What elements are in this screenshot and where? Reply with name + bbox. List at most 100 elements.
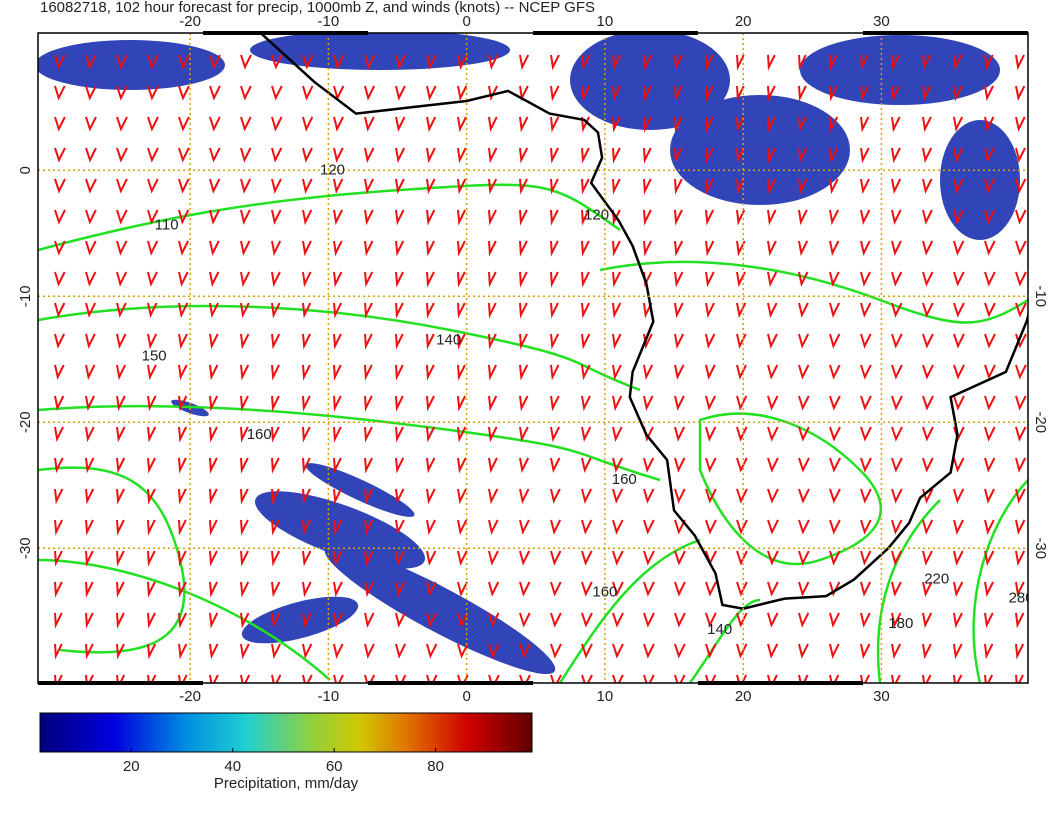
wind-barb [860, 612, 871, 628]
wind-barb [364, 271, 374, 288]
wind-barb [457, 581, 468, 597]
wind-barb [984, 271, 996, 287]
wind-barb [457, 302, 466, 319]
wind-barb [767, 581, 779, 597]
wind-barb [519, 643, 531, 659]
wind-barb [550, 302, 559, 319]
wind-barb [333, 395, 342, 412]
wind-barb [178, 364, 188, 381]
wind-barb [85, 116, 97, 132]
wind-barb [581, 674, 593, 683]
wind-barb [395, 457, 405, 474]
wind-barb [333, 116, 344, 132]
title: 16082718, 102 hour forecast for precip, … [40, 0, 595, 16]
wind-barb [147, 85, 159, 101]
wind-barb [674, 395, 685, 411]
wind-barb [767, 333, 778, 349]
wind-barb [488, 178, 498, 195]
wind-barb [984, 488, 996, 504]
wind-barb [953, 581, 964, 598]
wind-barb [829, 550, 841, 566]
wind-barb [426, 333, 435, 350]
wind-barb [426, 116, 437, 133]
wind-barb [519, 364, 529, 381]
lon-label-bottom: -20 [179, 688, 201, 705]
wind-barb [395, 147, 406, 164]
wind-barb [550, 643, 562, 659]
wind-barb [705, 147, 714, 164]
wind-barb [860, 85, 870, 102]
wind-barb [178, 302, 189, 319]
wind-barb [984, 395, 996, 411]
wind-barb [736, 674, 748, 683]
lat-label-left: -20 [17, 411, 34, 433]
wind-barb [1015, 457, 1027, 473]
wind-barb [333, 364, 342, 381]
wind-barb [209, 612, 219, 629]
wind-barb [426, 54, 437, 70]
wind-barb [426, 550, 437, 567]
wind-barb [395, 674, 407, 683]
wind-barb [426, 85, 437, 101]
wind-barb [860, 147, 870, 164]
wind-barb [271, 457, 280, 474]
wind-barb [767, 550, 779, 566]
wind-barb [209, 457, 218, 474]
wind-barb [736, 178, 746, 195]
wind-barb [736, 240, 746, 257]
wind-barb [550, 116, 560, 133]
wind-barb [178, 333, 188, 350]
wind-barb [116, 612, 125, 629]
wind-barb [736, 364, 747, 380]
colorbar-tick-label: 20 [123, 758, 140, 775]
wind-barb [147, 54, 159, 70]
wind-barb [1015, 395, 1027, 411]
wind-barb [612, 240, 621, 257]
wind-barb [116, 302, 127, 318]
wind-barb [54, 426, 64, 443]
wind-barb [891, 54, 901, 71]
wind-barb [643, 550, 655, 566]
wind-barb [426, 240, 435, 257]
wind-barb [209, 426, 218, 443]
graticule [38, 33, 1028, 683]
wind-barb [488, 426, 498, 443]
wind-barb [519, 240, 528, 257]
wind-barb [550, 674, 562, 683]
wind-barb [271, 85, 283, 101]
wind-barb [364, 426, 373, 443]
wind-barb [426, 364, 435, 381]
wind-barb [54, 488, 64, 505]
wind-barb [271, 581, 281, 598]
wind-barb [147, 519, 156, 536]
wind-barb [581, 271, 590, 288]
wind-barb [209, 395, 219, 412]
wind-barb [54, 85, 66, 101]
wind-barb [767, 209, 777, 226]
wind-barb [767, 240, 777, 257]
wind-barb [798, 54, 807, 71]
wind-barb [302, 178, 313, 194]
wind-barb [147, 395, 157, 412]
wind-barb [705, 116, 714, 133]
wind-barb [612, 581, 624, 597]
wind-barb [550, 85, 560, 102]
wind-barb [674, 147, 683, 164]
wind-barb [953, 333, 965, 349]
wind-barb [860, 333, 872, 349]
wind-barb [674, 333, 685, 350]
wind-barb [147, 178, 159, 194]
lat-label-left: -30 [17, 537, 34, 559]
wind-barb [953, 364, 965, 380]
wind-barb [302, 302, 312, 319]
wind-barb [953, 612, 963, 629]
wind-barb [364, 364, 373, 381]
wind-barb [829, 519, 841, 535]
wind-barb [550, 240, 559, 257]
wind-barb [488, 364, 497, 381]
wind-barb [829, 333, 841, 349]
wind-barb [519, 488, 530, 505]
wind-barb [116, 209, 128, 225]
wind-barb [519, 85, 529, 102]
wind-barb [1015, 674, 1024, 683]
